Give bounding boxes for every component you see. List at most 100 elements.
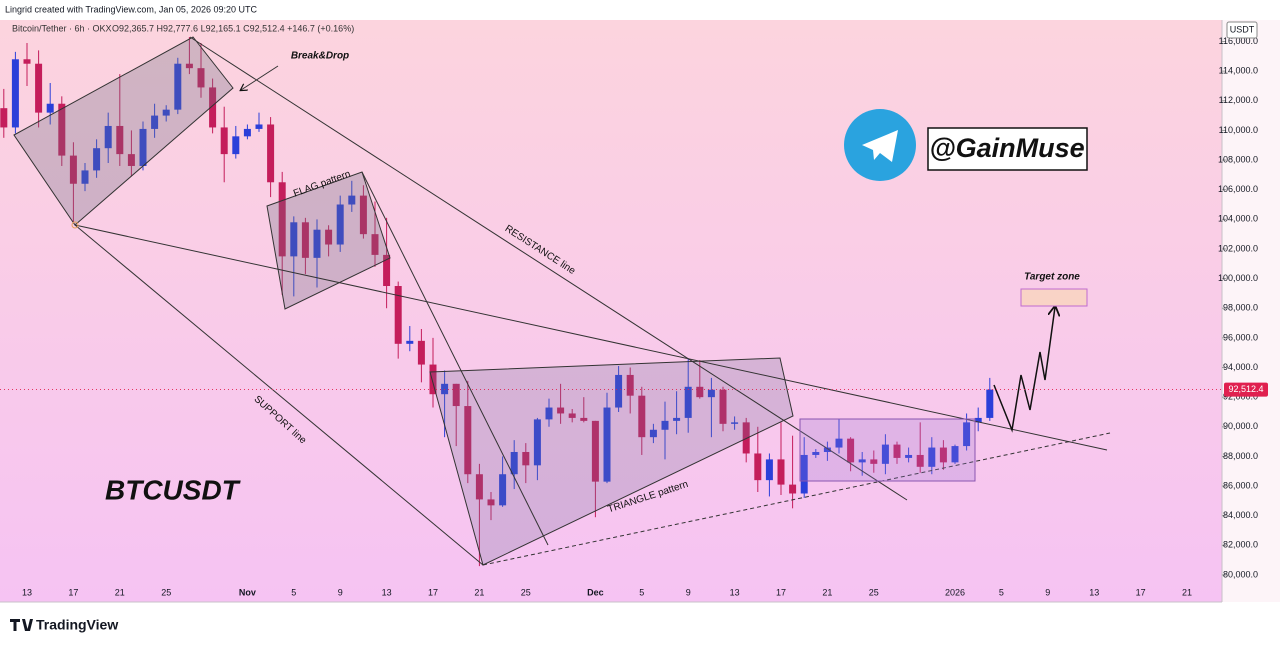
break-label: Break&Drop xyxy=(291,51,349,62)
x-tick-label: 13 xyxy=(1089,587,1099,597)
candle-body xyxy=(881,444,889,464)
candle-body xyxy=(429,364,437,395)
candle-body xyxy=(255,124,263,129)
candle-body xyxy=(336,204,344,245)
x-tick-label: 21 xyxy=(822,587,832,597)
candle-body xyxy=(557,407,565,414)
candle-body xyxy=(452,383,460,407)
y-tick-label: 88,000.0 xyxy=(1223,451,1258,461)
currency: USDT xyxy=(1230,24,1255,34)
candle-body xyxy=(905,454,913,458)
candle-body xyxy=(777,459,785,485)
candle-body xyxy=(46,103,54,113)
candle-body xyxy=(742,422,750,454)
candle-body xyxy=(661,420,669,430)
candle-body xyxy=(533,419,541,466)
candle-body xyxy=(359,195,367,235)
anchor-point xyxy=(71,221,79,229)
candle-body xyxy=(719,389,727,424)
candle-body xyxy=(35,63,43,113)
x-tick-label: 17 xyxy=(428,587,438,597)
x-tick-label: 17 xyxy=(68,587,78,597)
x-tick-label: 17 xyxy=(776,587,786,597)
candle-body xyxy=(673,417,681,421)
brand: TradingView xyxy=(36,617,118,633)
candle-body xyxy=(325,229,333,245)
x-tick-label: Dec xyxy=(587,587,604,597)
candle-body xyxy=(591,420,599,482)
candle-body xyxy=(116,125,124,155)
candle-body xyxy=(162,109,170,116)
support-line xyxy=(74,224,484,566)
target-box xyxy=(1020,288,1088,307)
candle-body xyxy=(928,447,936,467)
flag-edge-line xyxy=(361,171,549,546)
candle-body xyxy=(243,128,251,137)
x-tick-label: 21 xyxy=(474,587,484,597)
candle-body xyxy=(151,115,159,129)
x-tick-label: 5 xyxy=(291,587,296,597)
x-tick-label: 21 xyxy=(1182,587,1192,597)
candle-body xyxy=(568,413,576,418)
y-tick-label: 100,000.0 xyxy=(1218,273,1258,283)
candle-body xyxy=(870,459,878,464)
candle-body xyxy=(290,222,298,257)
break-arrow xyxy=(241,65,279,90)
drawings xyxy=(13,36,1111,566)
candle-body xyxy=(0,108,8,128)
x-tick-label: 25 xyxy=(869,587,879,597)
y-tick-label: 94,000.0 xyxy=(1223,362,1258,372)
handle-box xyxy=(927,127,1088,171)
candle-body xyxy=(603,407,611,482)
rising-support-line xyxy=(482,432,1111,566)
currency-box xyxy=(1226,21,1258,39)
candle-body xyxy=(174,63,182,110)
y-tick-label: 86,000.0 xyxy=(1223,480,1258,490)
y-tick-label: 98,000.0 xyxy=(1223,303,1258,313)
ticker-label: BTCUSDT xyxy=(105,474,242,505)
x-tick-label: 9 xyxy=(338,587,343,597)
candle-body xyxy=(93,148,101,171)
candle-body xyxy=(267,124,275,183)
candle-body xyxy=(197,68,205,88)
candle-body xyxy=(209,87,217,128)
range-box xyxy=(799,418,976,482)
target-label: Target zone xyxy=(1024,272,1080,283)
candle-body xyxy=(394,286,402,344)
candle-body xyxy=(615,374,623,408)
x-tick-label: Nov xyxy=(239,587,256,597)
candle-body xyxy=(371,234,379,255)
candle-body xyxy=(649,429,657,438)
candle-body xyxy=(684,386,692,418)
candle-body xyxy=(638,395,646,438)
resistance-line xyxy=(189,36,908,501)
projection-path xyxy=(993,307,1055,433)
plot-background xyxy=(0,20,1222,602)
candle-body xyxy=(823,447,831,452)
trend-line xyxy=(74,224,1108,451)
y-tick-label: 96,000.0 xyxy=(1223,332,1258,342)
x-tick-label: 17 xyxy=(1136,587,1146,597)
candle-body xyxy=(81,170,89,184)
candle-body xyxy=(963,422,971,447)
candle-body xyxy=(383,254,391,287)
y-tick-label: 114,000.0 xyxy=(1219,66,1258,76)
x-tick-label: 5 xyxy=(639,587,644,597)
y-tick-label: 116,000.0 xyxy=(1219,36,1258,46)
candle-body xyxy=(731,422,739,424)
candle-body xyxy=(696,386,704,398)
y-tick-label: 104,000.0 xyxy=(1218,214,1258,224)
y-tick-label: 84,000.0 xyxy=(1223,510,1258,520)
y-tick-label: 102,000.0 xyxy=(1218,243,1258,253)
candle-body xyxy=(789,484,797,494)
candle-body xyxy=(232,136,240,155)
candle-body xyxy=(847,438,855,463)
y-tick-label: 106,000.0 xyxy=(1218,184,1258,194)
price-marker-label: 92,512.4 xyxy=(1228,384,1263,394)
x-tick-label: 25 xyxy=(521,587,531,597)
candle-body xyxy=(278,182,286,257)
x-tick-label: 9 xyxy=(1045,587,1050,597)
y-tick-label: 108,000.0 xyxy=(1218,154,1258,164)
candle-body xyxy=(220,127,228,155)
candle-body xyxy=(974,417,982,423)
